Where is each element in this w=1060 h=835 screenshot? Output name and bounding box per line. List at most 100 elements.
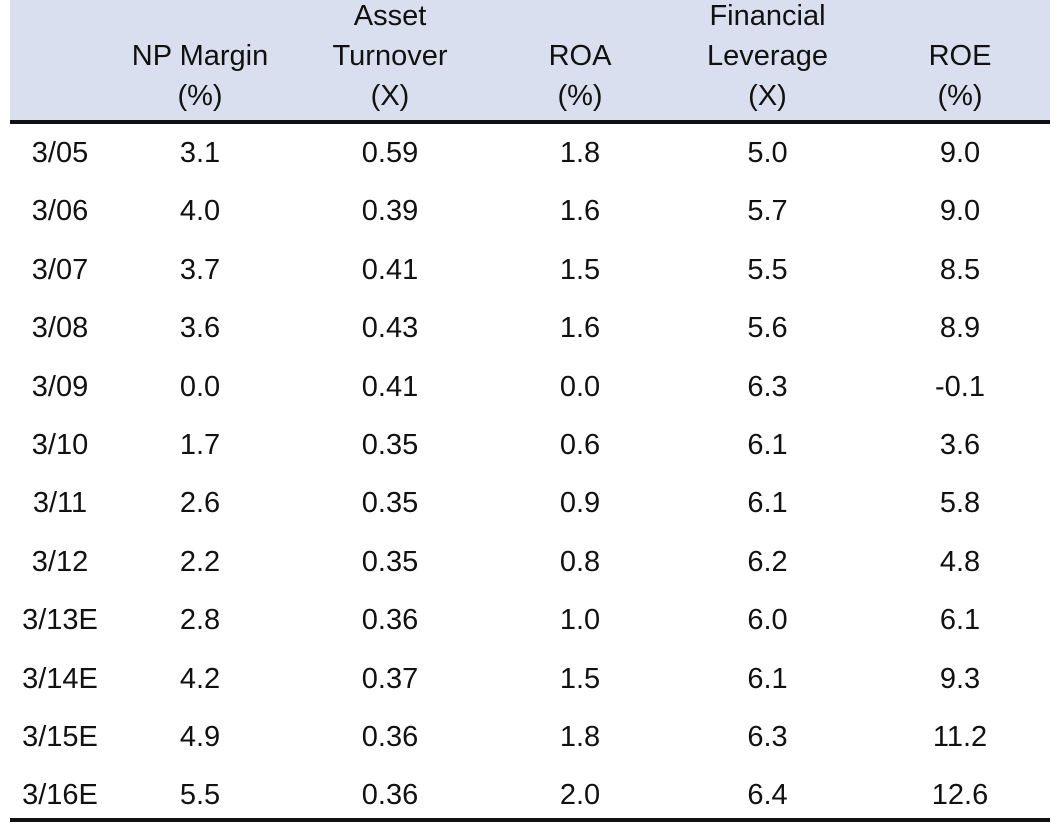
value-cell: 0.36 <box>361 604 419 637</box>
value-cell: 6.1 <box>747 662 788 695</box>
header-financial-leverage: Financial Leverage (X) <box>685 0 850 116</box>
period-cell: 3/14E <box>22 662 98 695</box>
value-cell: 9.0 <box>939 137 981 169</box>
value-cell: 3.6 <box>939 428 981 461</box>
value-cell: 6.1 <box>747 487 788 520</box>
value-cell: 1.6 <box>559 195 601 228</box>
value-cell: 0.35 <box>361 487 419 520</box>
value-cell: 1.7 <box>179 428 221 461</box>
table-bottom-rule <box>10 818 1050 822</box>
value-cell: 4.9 <box>179 720 221 753</box>
value-cell: 0.59 <box>361 137 419 169</box>
value-cell: 0.36 <box>361 720 419 753</box>
period-cell: 3/08 <box>31 312 89 345</box>
table-row: 3/11 2.6 0.35 0.9 6.1 5.8 <box>10 474 1050 532</box>
header-line: (%) <box>177 80 223 112</box>
header-line: Asset <box>353 0 427 32</box>
value-cell: 6.3 <box>747 370 788 403</box>
value-cell: 4.0 <box>179 195 221 228</box>
table-row: 3/16E 5.5 0.36 2.0 6.4 12.6 <box>10 766 1050 824</box>
header-roa: ROA (%) <box>500 0 660 116</box>
value-cell: 0.0 <box>179 370 221 403</box>
table-body: 3/05 3.1 0.59 1.8 5.0 9.0 3/06 4.0 0.39 1.6 5.7 9.0… <box>10 124 1050 825</box>
table-row: 3/12 2.2 0.35 0.8 6.2 4.8 <box>10 533 1050 591</box>
header-line: ROE <box>928 40 992 72</box>
table-row: 3/09 0.0 0.41 0.0 6.3 -0.1 <box>10 358 1050 416</box>
value-cell: 6.2 <box>747 545 788 578</box>
table-row: 3/08 3.6 0.43 1.6 5.6 8.9 <box>10 299 1050 357</box>
value-cell: 1.5 <box>559 253 601 286</box>
value-cell: 2.8 <box>179 604 221 637</box>
value-cell: 8.9 <box>939 312 981 345</box>
header-line <box>880 0 1040 36</box>
value-cell: 1.8 <box>559 720 601 753</box>
ratio-table: NP Margin (%) Asset Turnover (X) ROA (%)… <box>10 0 1050 825</box>
value-cell: 4.8 <box>939 545 981 578</box>
value-cell: 0.35 <box>361 545 419 578</box>
value-cell: 9.0 <box>939 195 981 228</box>
table-row: 3/06 4.0 0.39 1.6 5.7 9.0 <box>10 182 1050 240</box>
value-cell: 2.6 <box>179 487 221 520</box>
period-cell: 3/15E <box>22 720 98 753</box>
value-cell: 4.2 <box>179 662 221 695</box>
value-cell: 9.3 <box>939 662 981 695</box>
period-cell: 3/10 <box>31 428 89 461</box>
value-cell: 0.37 <box>361 662 419 695</box>
value-cell: 1.5 <box>559 662 601 695</box>
table-row: 3/14E 4.2 0.37 1.5 6.1 9.3 <box>10 650 1050 708</box>
value-cell: 5.5 <box>747 253 788 286</box>
table-row: 3/15E 4.9 0.36 1.8 6.3 11.2 <box>10 708 1050 766</box>
period-cell: 3/13E <box>22 604 98 637</box>
period-cell: 3/05 <box>31 137 89 169</box>
value-cell: 0.41 <box>361 253 419 286</box>
value-cell: 1.8 <box>559 137 601 169</box>
header-line: ROA <box>548 40 612 72</box>
header-line: (%) <box>557 80 603 112</box>
table-row: 3/13E 2.8 0.36 1.0 6.0 6.1 <box>10 591 1050 649</box>
value-cell: 5.8 <box>939 487 981 520</box>
table-header: NP Margin (%) Asset Turnover (X) ROA (%)… <box>10 0 1050 124</box>
table-row: 3/07 3.7 0.41 1.5 5.5 8.5 <box>10 241 1050 299</box>
value-cell: 0.43 <box>361 312 419 345</box>
period-cell: 3/12 <box>31 545 89 578</box>
period-cell: 3/16E <box>22 779 98 812</box>
value-cell: 6.1 <box>747 428 788 461</box>
period-cell: 3/11 <box>32 487 88 520</box>
header-line: Financial <box>709 0 826 32</box>
value-cell: 0.6 <box>559 428 601 461</box>
header-line: Turnover <box>332 40 448 72</box>
period-cell: 3/06 <box>31 195 89 228</box>
value-cell: -0.1 <box>935 370 985 403</box>
value-cell: 12.6 <box>931 779 989 812</box>
period-cell: 3/09 <box>31 370 89 403</box>
table-row: 3/05 3.1 0.59 1.8 5.0 9.0 <box>10 124 1050 182</box>
header-line: (X) <box>748 80 787 112</box>
value-cell: 2.0 <box>559 779 601 812</box>
period-cell: 3/07 <box>31 253 89 286</box>
value-cell: 5.5 <box>179 779 221 812</box>
value-cell: 3.6 <box>179 312 221 345</box>
value-cell: 5.7 <box>747 195 788 228</box>
value-cell: 0.35 <box>361 428 419 461</box>
value-cell: 6.0 <box>747 604 788 637</box>
header-line: (X) <box>370 80 410 112</box>
value-cell: 11.2 <box>932 720 988 753</box>
header-line <box>500 0 660 36</box>
header-roe: ROE (%) <box>880 0 1040 116</box>
header-line: (%) <box>937 80 983 112</box>
header-line: NP Margin <box>131 40 269 72</box>
value-cell: 6.3 <box>747 720 788 753</box>
value-cell: 0.36 <box>361 779 419 812</box>
value-cell: 6.4 <box>747 779 788 812</box>
header-asset-turnover: Asset Turnover (X) <box>310 0 470 116</box>
value-cell: 5.0 <box>747 137 788 169</box>
value-cell: 1.6 <box>559 312 601 345</box>
value-cell: 0.9 <box>559 487 601 520</box>
value-cell: 5.6 <box>747 312 788 345</box>
value-cell: 0.39 <box>361 195 419 228</box>
value-cell: 0.8 <box>559 545 601 578</box>
value-cell: 6.1 <box>939 604 981 637</box>
value-cell: 0.41 <box>361 370 419 403</box>
value-cell: 2.2 <box>179 545 221 578</box>
header-line <box>120 0 280 36</box>
